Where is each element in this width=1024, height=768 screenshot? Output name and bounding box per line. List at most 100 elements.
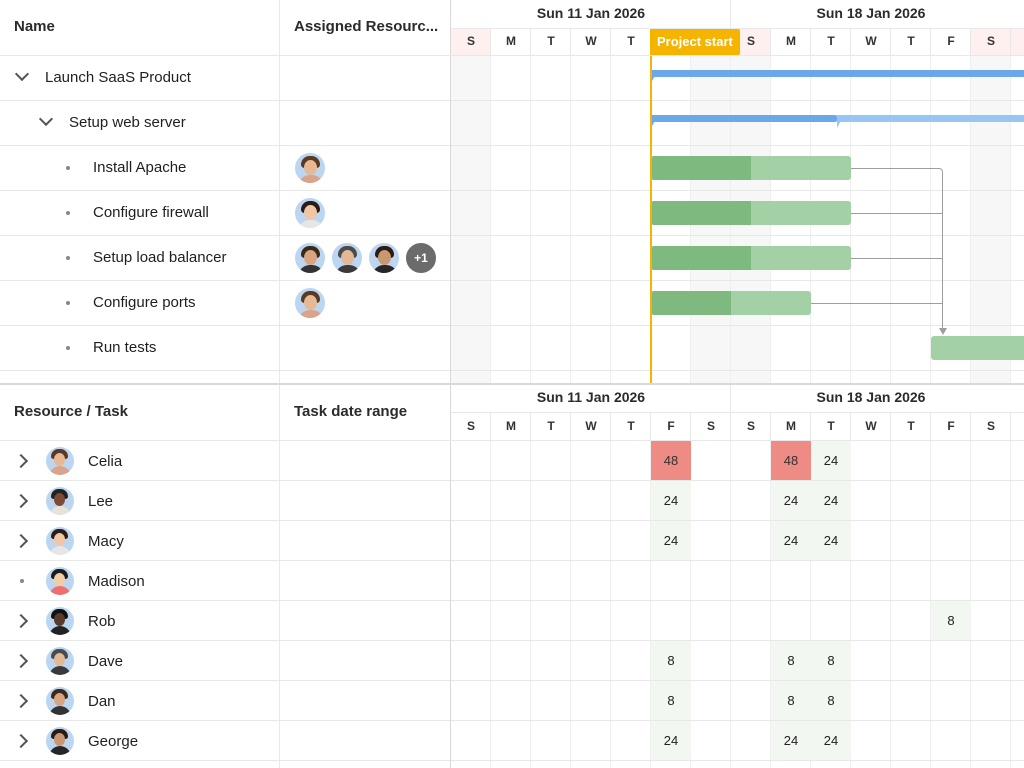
column-header-name[interactable]: Name	[14, 18, 55, 35]
task-row[interactable]: Setup web server	[0, 101, 450, 146]
over-allocation-cell[interactable]: 48	[651, 441, 691, 480]
day-header: M	[786, 419, 796, 433]
avatar-rob[interactable]	[46, 607, 74, 635]
day-header: S	[746, 419, 755, 433]
column-header-task-date-range[interactable]: Task date range	[294, 403, 408, 420]
chevron-down-icon[interactable]	[38, 111, 54, 127]
avatar-dave[interactable]	[330, 241, 364, 275]
avatar-dan[interactable]	[293, 241, 327, 275]
task-row[interactable]: Configure ports	[0, 281, 450, 326]
day-header: F	[947, 34, 955, 48]
avatar-body	[49, 746, 71, 755]
task-row[interactable]: Configure firewall	[0, 191, 450, 236]
day-header: W	[585, 419, 597, 433]
histogram-timeline-body: 48 48 24 24 24 24 24 24 24 8 8 8 8 8 8 8 24 24 24	[451, 441, 1024, 768]
day-divider	[490, 28, 491, 55]
avatar-dave[interactable]	[46, 647, 74, 675]
allocation-cell[interactable]: 8	[931, 601, 971, 640]
allocation-cell[interactable]: 8	[651, 641, 691, 680]
chevron-right-icon[interactable]	[13, 533, 29, 549]
week-label: Sun 11 Jan 2026	[536, 5, 646, 21]
day-divider	[570, 28, 571, 55]
grid-column-line	[570, 56, 571, 383]
avatar-madison[interactable]	[46, 567, 74, 595]
grid-row-line	[451, 190, 1024, 191]
day-header: S	[986, 419, 995, 433]
allocation-cell[interactable]: 8	[771, 641, 811, 680]
day-header: M	[786, 34, 796, 48]
day-header: T	[627, 34, 635, 48]
task-bar-configure-firewall[interactable]	[651, 201, 851, 225]
allocation-cell[interactable]: 24	[811, 721, 851, 760]
chevron-right-icon[interactable]	[13, 493, 29, 509]
allocation-cell[interactable]: 24	[651, 521, 691, 560]
avatar-celia[interactable]	[46, 447, 74, 475]
allocation-cell[interactable]: 8	[811, 641, 851, 680]
grid-column-line	[1010, 441, 1011, 768]
task-bar-configure-ports[interactable]	[651, 291, 811, 315]
allocation-cell[interactable]: 24	[811, 521, 851, 560]
grid-row-line	[451, 600, 1024, 601]
row-divider	[0, 235, 450, 236]
avatar-face	[378, 250, 391, 265]
task-bar-install-apache[interactable]	[651, 156, 851, 180]
avatar-celia[interactable]	[293, 286, 327, 320]
more-resources-badge[interactable]: +1	[404, 241, 438, 275]
task-bar-setup-load-balancer[interactable]	[651, 246, 851, 270]
allocation-cell[interactable]: 24	[651, 481, 691, 520]
avatar-lee[interactable]	[46, 487, 74, 515]
resource-row[interactable]: George	[0, 721, 450, 761]
task-row[interactable]: Launch SaaS Product	[0, 56, 450, 101]
avatar-george[interactable]	[46, 727, 74, 755]
allocation-cell[interactable]: 24	[811, 441, 851, 480]
task-row[interactable]: Setup load balancer +1	[0, 236, 450, 281]
resource-row[interactable]: Lee	[0, 481, 450, 521]
task-bar-run-tests[interactable]	[931, 336, 1024, 360]
day-divider	[650, 413, 651, 440]
avatar-macy[interactable]	[293, 196, 327, 230]
avatar-macy[interactable]	[46, 527, 74, 555]
allocation-cell[interactable]: 8	[811, 681, 851, 720]
panel-splitter[interactable]	[0, 383, 1024, 385]
resource-row[interactable]: Dave	[0, 641, 450, 681]
chevron-right-icon[interactable]	[13, 613, 29, 629]
task-row[interactable]: Run tests	[0, 326, 450, 371]
avatar-body	[335, 265, 361, 273]
chevron-right-icon[interactable]	[13, 653, 29, 669]
allocation-cell[interactable]: 24	[771, 521, 811, 560]
resource-row[interactable]: Madison	[0, 561, 450, 601]
chevron-down-icon[interactable]	[14, 66, 30, 82]
chevron-right-icon[interactable]	[13, 453, 29, 469]
avatar-body	[49, 706, 71, 715]
over-allocation-cell[interactable]: 48	[771, 441, 811, 480]
allocation-cell[interactable]: 24	[771, 481, 811, 520]
chevron-right-icon[interactable]	[13, 693, 29, 709]
resource-row[interactable]: Dan	[0, 681, 450, 721]
summary-bar-launch-saas[interactable]	[651, 70, 1024, 77]
summary-bar-setup-web-server[interactable]	[651, 115, 837, 122]
grid-column-line	[570, 441, 571, 768]
allocation-cell[interactable]: 8	[651, 681, 691, 720]
grid-column-line	[530, 56, 531, 383]
grid-row-line	[451, 145, 1024, 146]
allocation-cell[interactable]: 24	[771, 721, 811, 760]
avatar-face	[304, 205, 317, 220]
avatar-george[interactable]	[367, 241, 401, 275]
allocation-cell[interactable]: 24	[651, 721, 691, 760]
resource-name: Celia	[88, 453, 123, 470]
project-start-label[interactable]: Project start	[650, 28, 740, 56]
avatar-dan[interactable]	[46, 687, 74, 715]
resource-row[interactable]: Rob	[0, 601, 450, 641]
avatar-body	[49, 506, 71, 515]
chevron-right-icon[interactable]	[13, 733, 29, 749]
allocation-cell[interactable]: 8	[771, 681, 811, 720]
column-header-resources[interactable]: Assigned Resourc...	[294, 18, 439, 35]
avatar-celia[interactable]	[293, 151, 327, 185]
resource-row[interactable]: Celia	[0, 441, 450, 481]
task-row[interactable]: Install Apache	[0, 146, 450, 191]
resource-name: Dan	[88, 693, 116, 710]
column-header-resource-task[interactable]: Resource / Task	[14, 403, 128, 420]
resource-row[interactable]: Macy	[0, 521, 450, 561]
allocation-cell[interactable]: 24	[811, 481, 851, 520]
avatar-body	[298, 265, 324, 273]
